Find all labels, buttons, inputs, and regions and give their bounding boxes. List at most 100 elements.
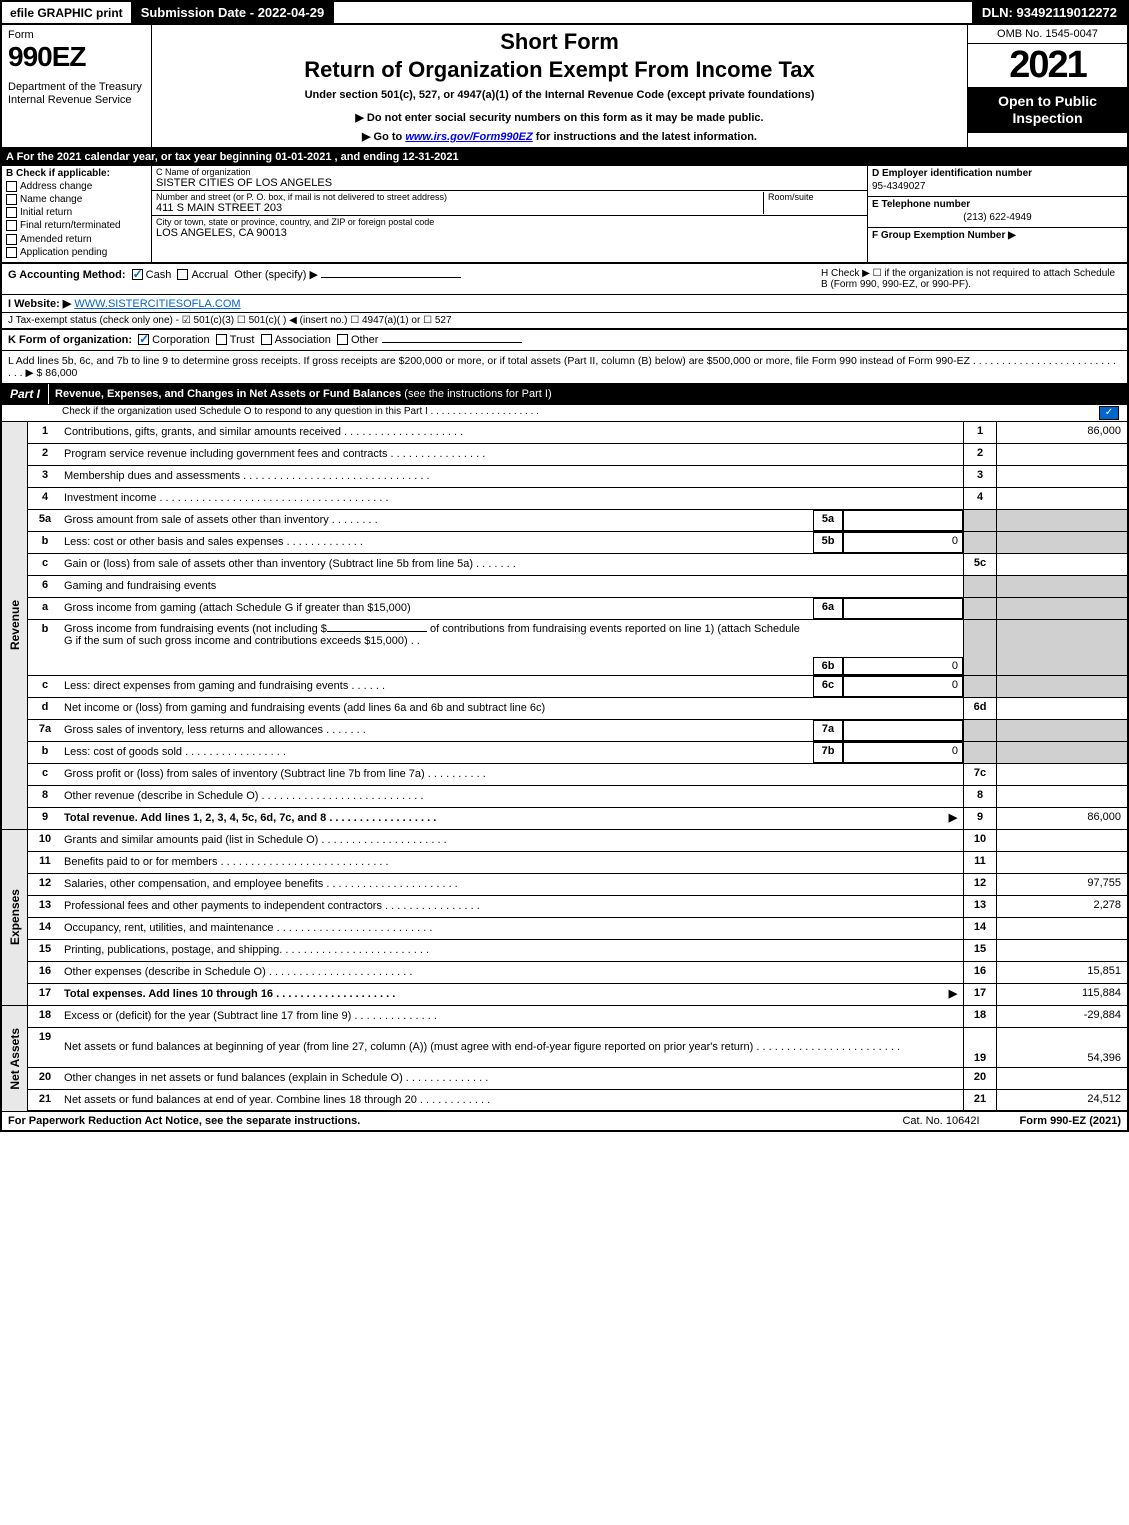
subtitle: Under section 501(c), 527, or 4947(a)(1)… xyxy=(162,89,957,101)
line-12: 12Salaries, other compensation, and empl… xyxy=(28,874,1127,896)
room-label: Room/suite xyxy=(768,192,863,202)
arrow-icon: ▶ xyxy=(943,984,963,1005)
website-label: I Website: ▶ xyxy=(8,298,71,310)
line-3: 3Membership dues and assessments . . . .… xyxy=(28,466,1127,488)
dln-number: DLN: 93492119012272 xyxy=(972,2,1127,23)
row-g-h: G Accounting Method: Cash Accrual Other … xyxy=(2,264,1127,295)
line-20: 20Other changes in net assets or fund ba… xyxy=(28,1068,1127,1090)
side-revenue: Revenue xyxy=(2,422,28,830)
tax-year: 2021 xyxy=(968,44,1127,87)
row-h: H Check ▶ ☐ if the organization is not r… xyxy=(821,268,1121,290)
cb-name-change[interactable]: Name change xyxy=(6,194,147,205)
cb-initial-return[interactable]: Initial return xyxy=(6,207,147,218)
city-value: LOS ANGELES, CA 90013 xyxy=(156,227,863,239)
line-5a: 5aGross amount from sale of assets other… xyxy=(28,510,1127,532)
line-17: 17Total expenses. Add lines 10 through 1… xyxy=(28,984,1127,1006)
line-21: 21Net assets or fund balances at end of … xyxy=(28,1090,1127,1112)
addr-cell: Number and street (or P. O. box, if mail… xyxy=(152,191,867,216)
form-header: Form 990EZ Department of the Treasury In… xyxy=(2,25,1127,149)
open-to-public: Open to Public Inspection xyxy=(968,87,1127,133)
addr-label: Number and street (or P. O. box, if mail… xyxy=(156,192,763,202)
part-1-title: Revenue, Expenses, and Changes in Net As… xyxy=(49,386,1127,402)
box-b: B Check if applicable: Address change Na… xyxy=(2,166,152,262)
city-cell: City or town, state or province, country… xyxy=(152,216,867,240)
box-f: F Group Exemption Number ▶ xyxy=(868,228,1127,243)
submission-date: Submission Date - 2022-04-29 xyxy=(131,2,335,23)
line-7c: cGross profit or (loss) from sales of in… xyxy=(28,764,1127,786)
line-7a: 7aGross sales of inventory, less returns… xyxy=(28,720,1127,742)
box-d: D Employer identification number 95-4349… xyxy=(868,166,1127,197)
cb-application-pending[interactable]: Application pending xyxy=(6,247,147,258)
side-revenue-label: Revenue xyxy=(6,596,24,654)
paperwork-notice: For Paperwork Reduction Act Notice, see … xyxy=(8,1115,360,1127)
part-1-sub: Check if the organization used Schedule … xyxy=(2,405,1127,422)
box-c: C Name of organization SISTER CITIES OF … xyxy=(152,166,867,262)
irs-link[interactable]: www.irs.gov/Form990EZ xyxy=(405,131,532,143)
row-k: K Form of organization: Corporation Trus… xyxy=(2,330,1127,351)
cb-address-change[interactable]: Address change xyxy=(6,181,147,192)
box-b-header: B Check if applicable: xyxy=(6,168,147,179)
line-19: 19Net assets or fund balances at beginni… xyxy=(28,1028,1127,1068)
line-10: 10Grants and similar amounts paid (list … xyxy=(28,830,1127,852)
org-name-cell: C Name of organization SISTER CITIES OF … xyxy=(152,166,867,191)
line-5c: cGain or (loss) from sale of assets othe… xyxy=(28,554,1127,576)
netassets-block: Net Assets 18Excess or (deficit) for the… xyxy=(2,1006,1127,1112)
row-a-tax-year: A For the 2021 calendar year, or tax yea… xyxy=(2,149,1127,166)
goto-suffix: for instructions and the latest informat… xyxy=(533,131,757,143)
form-label: Form xyxy=(8,29,145,41)
group-exemption-label: F Group Exemption Number ▶ xyxy=(872,230,1123,241)
line-8: 8Other revenue (describe in Schedule O) … xyxy=(28,786,1127,808)
form-number: 990EZ xyxy=(8,41,145,73)
efile-print-label[interactable]: efile GRAPHIC print xyxy=(2,3,131,23)
line-6d: dNet income or (loss) from gaming and fu… xyxy=(28,698,1127,720)
cb-trust[interactable] xyxy=(216,334,227,345)
row-g: G Accounting Method: Cash Accrual Other … xyxy=(8,268,821,290)
box-e: E Telephone number (213) 622-4949 xyxy=(868,197,1127,228)
row-i: I Website: ▶ WWW.SISTERCITIESOFLA.COM xyxy=(2,295,1127,313)
org-name-label: C Name of organization xyxy=(156,167,863,177)
cb-amended-return[interactable]: Amended return xyxy=(6,234,147,245)
topbar: efile GRAPHIC print Submission Date - 20… xyxy=(2,2,1127,25)
lines-table: Revenue 1Contributions, gifts, grants, a… xyxy=(2,422,1127,830)
ssn-warning: ▶ Do not enter social security numbers o… xyxy=(162,111,957,124)
schedule-o-checkbox[interactable]: ✓ xyxy=(1099,406,1119,420)
line-4: 4Investment income . . . . . . . . . . .… xyxy=(28,488,1127,510)
side-netassets: Net Assets xyxy=(2,1006,28,1112)
accounting-method-label: G Accounting Method: xyxy=(8,269,126,281)
website-link[interactable]: WWW.SISTERCITIESOFLA.COM xyxy=(74,298,240,310)
line-16: 16Other expenses (describe in Schedule O… xyxy=(28,962,1127,984)
cb-cash[interactable] xyxy=(132,269,143,280)
cb-accrual[interactable] xyxy=(177,269,188,280)
cb-other-org[interactable] xyxy=(337,334,348,345)
line-13: 13Professional fees and other payments t… xyxy=(28,896,1127,918)
side-expenses-label: Expenses xyxy=(6,885,24,949)
goto-prefix: ▶ Go to xyxy=(362,131,405,143)
line-6: 6Gaming and fundraising events xyxy=(28,576,1127,598)
info-block: B Check if applicable: Address change Na… xyxy=(2,166,1127,264)
side-expenses: Expenses xyxy=(2,830,28,1006)
part-1-header: Part I Revenue, Expenses, and Changes in… xyxy=(2,384,1127,405)
line-11: 11Benefits paid to or for members . . . … xyxy=(28,852,1127,874)
phone-label: E Telephone number xyxy=(872,199,1123,210)
department-label: Department of the Treasury Internal Reve… xyxy=(8,81,145,107)
cb-corporation[interactable] xyxy=(138,334,149,345)
line-1: 1Contributions, gifts, grants, and simil… xyxy=(28,422,1127,444)
phone-value: (213) 622-4949 xyxy=(872,210,1123,225)
cb-association[interactable] xyxy=(261,334,272,345)
arrow-icon: ▶ xyxy=(943,808,963,829)
main-title: Return of Organization Exempt From Incom… xyxy=(162,57,957,83)
header-left: Form 990EZ Department of the Treasury In… xyxy=(2,25,152,147)
ein-value: 95-4349027 xyxy=(872,179,1123,194)
box-def: D Employer identification number 95-4349… xyxy=(867,166,1127,262)
line-15: 15Printing, publications, postage, and s… xyxy=(28,940,1127,962)
org-name: SISTER CITIES OF LOS ANGELES xyxy=(156,177,863,189)
expenses-block: Expenses 10Grants and similar amounts pa… xyxy=(2,830,1127,1006)
row-l: L Add lines 5b, 6c, and 7b to line 9 to … xyxy=(2,351,1127,384)
line-6a: aGross income from gaming (attach Schedu… xyxy=(28,598,1127,620)
line-6c: cLess: direct expenses from gaming and f… xyxy=(28,676,1127,698)
page-footer: For Paperwork Reduction Act Notice, see … xyxy=(2,1112,1127,1130)
header-center: Short Form Return of Organization Exempt… xyxy=(152,25,967,147)
short-form-title: Short Form xyxy=(162,29,957,55)
omb-number: OMB No. 1545-0047 xyxy=(968,25,1127,44)
cb-final-return[interactable]: Final return/terminated xyxy=(6,220,147,231)
